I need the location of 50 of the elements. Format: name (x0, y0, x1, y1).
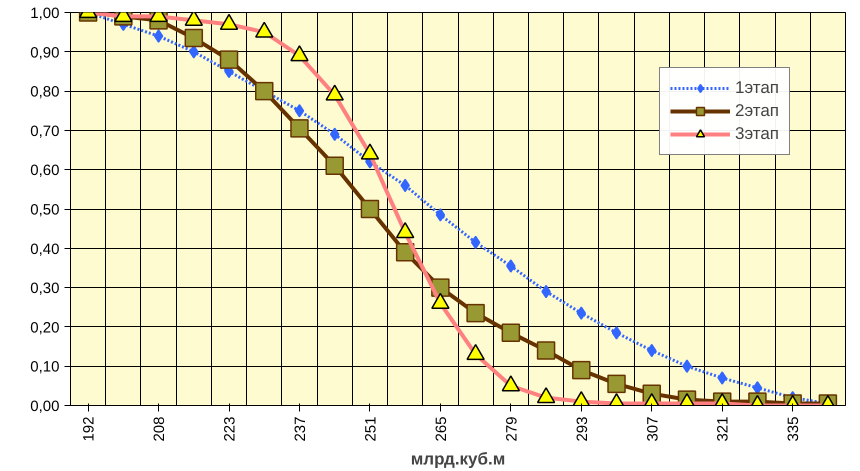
point (400, 178, 410, 192)
point (325, 156, 344, 176)
x-tick-label: 237 (292, 416, 309, 442)
y-tick-label: 1,00 (30, 5, 60, 22)
legend-label: 2этап (734, 101, 779, 121)
x-tick-label: 293 (574, 416, 591, 442)
x-tick-label: 208 (151, 416, 168, 442)
x-tick-label: 223 (222, 416, 239, 442)
y-tick-label: 0,60 (30, 162, 60, 180)
point (682, 359, 692, 373)
x-axis-title: млрд.куб.м (410, 450, 506, 469)
point (255, 82, 274, 100)
point (506, 259, 516, 273)
x-tick-label: 321 (714, 416, 732, 442)
point (184, 28, 204, 48)
point (294, 104, 304, 118)
y-tick-label: 0,90 (30, 44, 60, 62)
point (572, 360, 591, 380)
point (360, 200, 380, 218)
point (536, 341, 556, 360)
point (502, 324, 520, 342)
point (541, 284, 551, 298)
y-tick-label: 0,40 (30, 240, 60, 258)
y-tick-label: 0,30 (30, 280, 60, 298)
legend-label: 3этап (734, 124, 779, 144)
point (189, 45, 199, 59)
point (576, 306, 586, 320)
point (470, 236, 480, 250)
y-tick-label: 0,20 (30, 319, 60, 336)
x-tick-label: 279 (503, 416, 520, 442)
x-tick-label: 335 (785, 416, 802, 442)
y-tick-label: 0,70 (30, 122, 60, 140)
x-tick-label: 251 (362, 416, 380, 442)
point (717, 371, 727, 385)
x-tick-label: 265 (432, 416, 450, 442)
point (607, 374, 626, 394)
point (612, 326, 622, 340)
point (466, 304, 485, 322)
y-tick-label: 0,80 (30, 84, 60, 101)
point (290, 119, 309, 138)
y-tick-label: 0,50 (30, 202, 60, 218)
point (330, 128, 340, 142)
point (436, 208, 446, 222)
y-tick-label: 0,00 (30, 398, 60, 415)
x-tick-label: 192 (80, 416, 98, 442)
point (220, 50, 238, 69)
point (154, 29, 164, 43)
y-tick-label: 0,10 (30, 358, 60, 376)
legend-label: 1этап (734, 78, 779, 98)
x-tick-label: 307 (644, 416, 662, 442)
